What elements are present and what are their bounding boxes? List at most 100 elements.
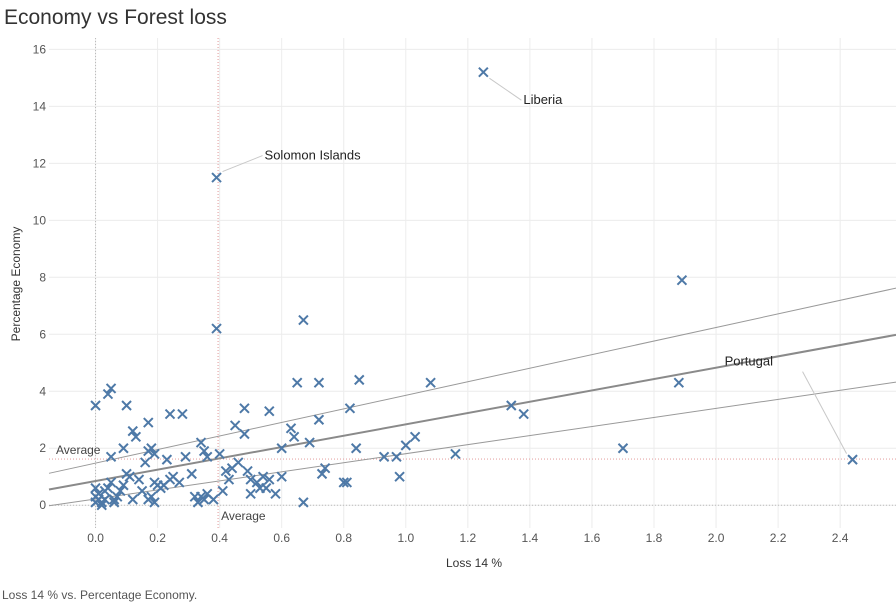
annotation-label: Liberia [523,92,563,107]
data-point [341,477,353,488]
data-point [121,400,132,411]
data-point [425,377,436,388]
x-tick-label: 0.2 [149,531,166,545]
data-point [177,408,188,420]
data-point [260,482,272,494]
x-tick-label: 2.2 [770,531,787,545]
data-point [139,457,151,468]
data-point [164,408,176,420]
annotation-leader [802,371,848,454]
data-point [143,494,154,505]
annotations: Liberia Solomon Islands Portugal [265,92,774,368]
y-tick-label: 4 [39,384,46,398]
y-tick-label: 0 [39,498,46,512]
data-points [90,66,858,511]
data-point [102,388,114,400]
data-point [130,431,142,443]
data-point [133,474,145,485]
data-point [105,383,117,394]
data-point [245,488,256,500]
data-point [99,485,111,497]
data-point [319,462,331,474]
grid [49,38,896,528]
data-point [149,497,160,508]
data-point [354,374,365,386]
data-point [378,451,390,462]
data-point [220,465,232,477]
data-point [316,468,328,480]
data-point [174,477,185,488]
data-point [189,491,201,502]
axis-ticks: 0.0 0.2 0.4 0.6 0.8 1.0 1.2 1.4 1.6 1.8 2.0 2.2 2.4 0… [33,42,849,545]
y-tick-label: 8 [39,270,46,284]
x-tick-label: 0.4 [211,531,228,545]
data-point [198,494,210,505]
x-tick-label: 0.8 [335,531,352,545]
reference-lines: Average Average [49,38,896,528]
x-tick-label: 1.4 [522,531,539,545]
data-point [338,477,349,488]
trend-lines [48,287,896,507]
data-point [108,494,120,505]
data-point [245,474,256,485]
data-point [257,471,269,482]
data-point [152,480,163,491]
data-point [239,403,250,414]
data-point [617,443,629,454]
data-point [285,423,297,434]
data-point [450,448,461,460]
data-point [115,485,126,497]
x-tick-label: 2.4 [832,531,849,545]
data-point [313,414,325,425]
trend-line [48,333,896,491]
data-point [223,474,235,485]
x-tick-label: 1.0 [397,531,414,545]
data-point [229,420,241,431]
data-point [208,494,219,505]
data-point [108,497,120,508]
data-point [394,471,405,482]
data-point [146,443,157,454]
data-point [198,445,210,457]
data-point [211,323,222,334]
trend-upper-band [48,287,896,474]
data-point [118,480,129,491]
x-tick-label: 1.8 [646,531,663,545]
data-point [96,497,107,508]
data-point [143,417,154,428]
data-point [105,451,117,462]
y-axis-title: Percentage Economy [9,227,23,342]
trend-lower-band [48,381,896,507]
annotation-label: Solomon Islands [265,148,362,163]
data-point [217,485,228,497]
data-point [105,477,117,488]
y-tick-label: 2 [39,441,46,455]
data-point [391,451,402,462]
data-point [350,443,362,454]
data-point [214,448,225,460]
data-point [121,468,132,480]
data-point [161,454,173,465]
chart-caption: Loss 14 % vs. Percentage Economy. [2,588,198,602]
chart-title: Economy vs Forest loss [4,6,227,29]
data-point [676,274,688,286]
data-point [233,457,244,468]
data-point [270,488,281,500]
data-point [180,451,191,462]
data-point [90,400,101,411]
annotation-leader [489,77,522,101]
data-point [478,66,489,78]
x-tick-label: 1.2 [460,531,477,545]
data-point [136,485,148,497]
data-point [288,431,300,443]
y-tick-label: 12 [33,156,47,170]
data-point [202,451,213,462]
y-tick-label: 10 [33,213,47,227]
x-axis-title: Loss 14 % [446,556,502,570]
data-point [506,400,517,411]
annotation-leaders [222,77,848,454]
scatter-chart: Average Average 0.0 0.2 0.4 0.6 0.8 1.0 1.2 1.4 1… [9,38,896,570]
data-point [313,377,325,388]
data-point [291,377,303,388]
data-point [264,474,275,485]
